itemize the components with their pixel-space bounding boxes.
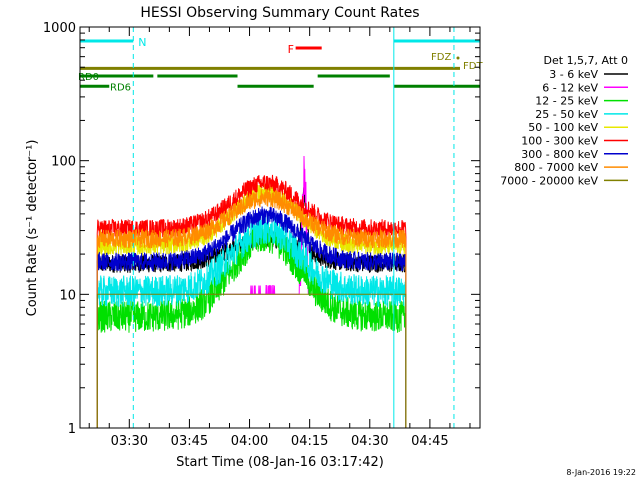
y-tick-label: 100 <box>51 155 76 170</box>
legend-entry-label: 50 - 100 keV <box>528 121 598 134</box>
series-line-7 <box>96 206 407 428</box>
fdz-marker <box>456 56 460 60</box>
tick-labels: 1 10 100 1000 03:30 03:45 04:00 04:15 04:30 04:45 <box>43 21 449 449</box>
rd6-label: RD6 <box>110 82 131 93</box>
legend-header: Det 1,5,7, Att 0 <box>544 54 628 67</box>
flare-label: F <box>288 43 294 56</box>
fdz-label: FDZ <box>431 52 451 63</box>
x-tick-label: 03:45 <box>171 434 208 449</box>
legend-entry-label: 3 - 6 keV <box>549 68 598 81</box>
x-tick-label: 04:15 <box>291 434 328 449</box>
x-tick-label: 04:30 <box>351 434 388 449</box>
legend-entry-label: 100 - 300 keV <box>521 135 598 148</box>
x-tick-label: 04:45 <box>411 434 448 449</box>
y-tick-label: 10 <box>59 288 76 303</box>
legend-entry-label: 7000 - 20000 keV <box>500 174 598 187</box>
x-tick-label: 03:30 <box>111 434 148 449</box>
night-label: N <box>138 36 146 49</box>
rd0-label: RD0 <box>78 72 99 83</box>
x-axis-label: Start Time (08-Jan-16 03:17:42) <box>176 455 384 470</box>
x-tick-label: 04:00 <box>231 434 268 449</box>
legend-entry-label: 800 - 7000 keV <box>514 161 598 174</box>
chart-title: HESSI Observing Summary Count Rates <box>140 5 419 21</box>
annotation-layer: N F FDZ FDT RD0 RD6 <box>78 27 483 428</box>
legend-entry-label: 300 - 800 keV <box>521 148 598 161</box>
y-tick-label: 1 <box>68 422 76 437</box>
legend-entry-label: 6 - 12 keV <box>542 81 598 94</box>
y-axis-label: Count Rate (s⁻¹ detector⁻¹) <box>25 140 40 317</box>
fdt-label: FDT <box>463 61 483 72</box>
legend-entry-label: 12 - 25 keV <box>535 95 598 108</box>
plot-frame <box>79 26 481 429</box>
legend-entry-label: 25 - 50 keV <box>535 108 598 121</box>
axes-layer <box>79 26 481 429</box>
timestamp-label: 8-Jan-2016 19:22 <box>566 468 636 477</box>
series-line-4 <box>96 212 407 428</box>
series-line-9 <box>96 293 407 428</box>
series-line-8 <box>96 189 407 428</box>
series-layer <box>96 155 407 428</box>
y-tick-label: 1000 <box>43 21 76 36</box>
